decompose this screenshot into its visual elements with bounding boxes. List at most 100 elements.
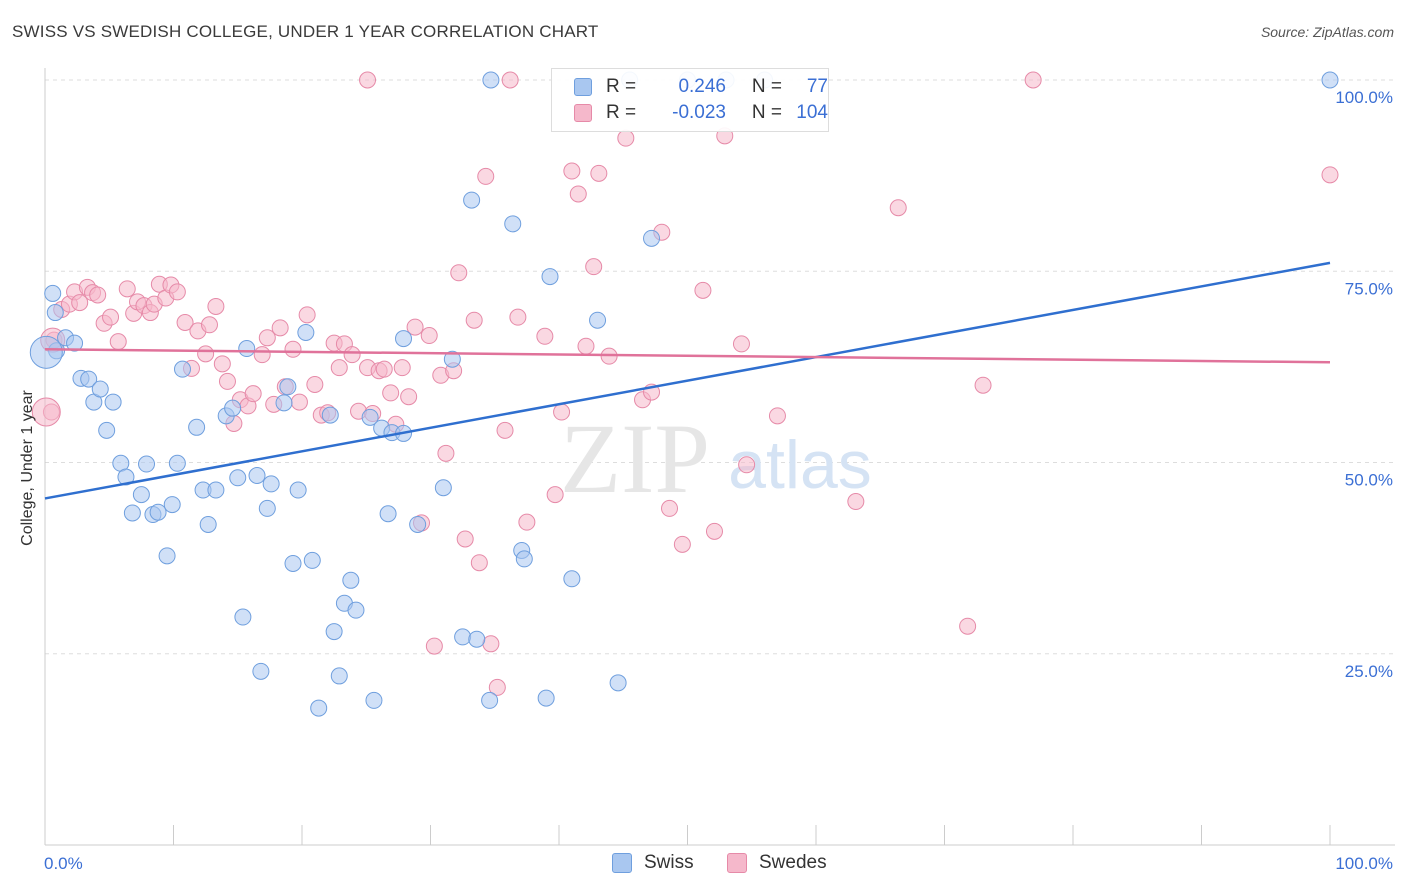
swedes-point-large — [31, 397, 61, 427]
swiss-point-large — [29, 335, 63, 369]
swedes-swatch — [574, 104, 592, 122]
axes — [44, 68, 1395, 846]
swiss-point — [80, 370, 98, 388]
swiss-point — [342, 571, 360, 589]
swedes-point — [496, 421, 514, 439]
swiss-point — [224, 399, 242, 417]
x-tick-label: 100.0% — [1335, 854, 1393, 873]
swiss-point — [284, 554, 302, 572]
swedes-point — [661, 499, 679, 517]
source-label: Source: ZipAtlas.com — [1260, 24, 1394, 40]
r-value: -0.023 — [672, 102, 726, 123]
swedes-point — [382, 384, 400, 402]
swedes-point — [569, 185, 587, 203]
y-tick-label: 75.0% — [1345, 279, 1393, 298]
swiss-point — [454, 628, 472, 646]
swedes-point — [71, 294, 89, 312]
correlation-legend: R = 0.246 N = 77 R = -0.023 N = 104 — [551, 68, 829, 132]
swiss-point — [361, 408, 379, 426]
swiss-point — [409, 515, 427, 533]
swiss-point — [163, 496, 181, 514]
swiss-point — [279, 378, 297, 396]
swiss-point — [1321, 71, 1339, 89]
legend-item-swedes[interactable]: Swedes — [727, 852, 827, 874]
swedes-point — [176, 314, 194, 332]
chart-title: SWISS VS SWEDISH COLLEGE, UNDER 1 YEAR C… — [12, 22, 599, 41]
swedes-point — [1024, 71, 1042, 89]
swedes-point — [258, 329, 276, 347]
swiss-point — [515, 550, 533, 568]
swedes-point — [501, 71, 519, 89]
swiss-point — [199, 515, 217, 533]
swedes-point — [253, 346, 271, 364]
swedes-point — [1321, 166, 1339, 184]
swedes-point — [470, 554, 488, 572]
swedes-point — [768, 407, 786, 425]
n-label: N = — [751, 76, 782, 97]
swedes-point — [200, 316, 218, 334]
swedes-point — [420, 327, 438, 345]
swiss-point — [330, 667, 348, 685]
swedes-point — [375, 360, 393, 378]
swedes-point — [425, 637, 443, 655]
swedes-point — [284, 340, 302, 358]
r-label: R = — [606, 76, 637, 97]
swedes-point — [465, 311, 483, 329]
y-tick-label: 25.0% — [1345, 662, 1393, 681]
swedes-point — [456, 530, 474, 548]
swedes-legend-swatch — [727, 853, 747, 873]
swiss-point — [188, 418, 206, 436]
swiss-point — [310, 699, 328, 717]
swiss-point — [395, 330, 413, 348]
swedes-point — [197, 345, 215, 363]
y-tick-label: 50.0% — [1345, 471, 1393, 490]
swedes-point — [298, 306, 316, 324]
swiss-point — [468, 630, 486, 648]
swiss-point — [482, 71, 500, 89]
swiss-point — [149, 503, 167, 521]
n-value: 77 — [806, 76, 828, 97]
swedes-legend-label: Swedes — [759, 852, 827, 873]
swedes-point — [959, 617, 977, 635]
swiss-point — [275, 394, 293, 412]
swiss-point — [481, 691, 499, 709]
r-value: 0.246 — [678, 76, 726, 97]
swiss-point — [537, 689, 555, 707]
swedes-point — [168, 283, 186, 301]
swedes-point — [518, 513, 536, 531]
y-axis-label: College, Under 1 year — [19, 390, 36, 546]
swedes-point — [482, 635, 500, 653]
swiss-point — [609, 674, 627, 692]
watermark-zip: ZIP — [560, 403, 710, 514]
swiss-point — [238, 340, 256, 358]
swedes-point — [393, 359, 411, 377]
swiss-point — [347, 601, 365, 619]
swedes-point — [563, 162, 581, 180]
swedes-point — [207, 297, 225, 315]
swedes-point — [617, 129, 635, 147]
swiss-point — [252, 662, 270, 680]
swiss-point — [258, 499, 276, 517]
swiss-point — [123, 504, 141, 522]
swedes-point — [577, 337, 595, 355]
swiss-point — [434, 479, 452, 497]
swedes-point — [847, 493, 865, 511]
legend-item-swiss[interactable]: Swiss — [612, 852, 694, 874]
series-swedes-points — [31, 71, 1339, 696]
legend-row-swiss: R = 0.246 N = 77 — [574, 75, 828, 99]
swiss-point — [104, 393, 122, 411]
swiss-point — [98, 421, 116, 439]
series-swiss-points — [29, 71, 1339, 717]
x-tick-label: 0.0% — [44, 854, 83, 873]
swiss-point — [321, 406, 339, 424]
swedes-point — [400, 388, 418, 406]
swedes-trend-line — [44, 348, 1331, 364]
swiss-point — [589, 311, 607, 329]
swiss-point — [289, 481, 307, 499]
swiss-point — [504, 215, 522, 233]
swiss-point — [168, 454, 186, 472]
swedes-point — [330, 359, 348, 377]
swedes-point — [509, 308, 527, 326]
swedes-point — [694, 281, 712, 299]
